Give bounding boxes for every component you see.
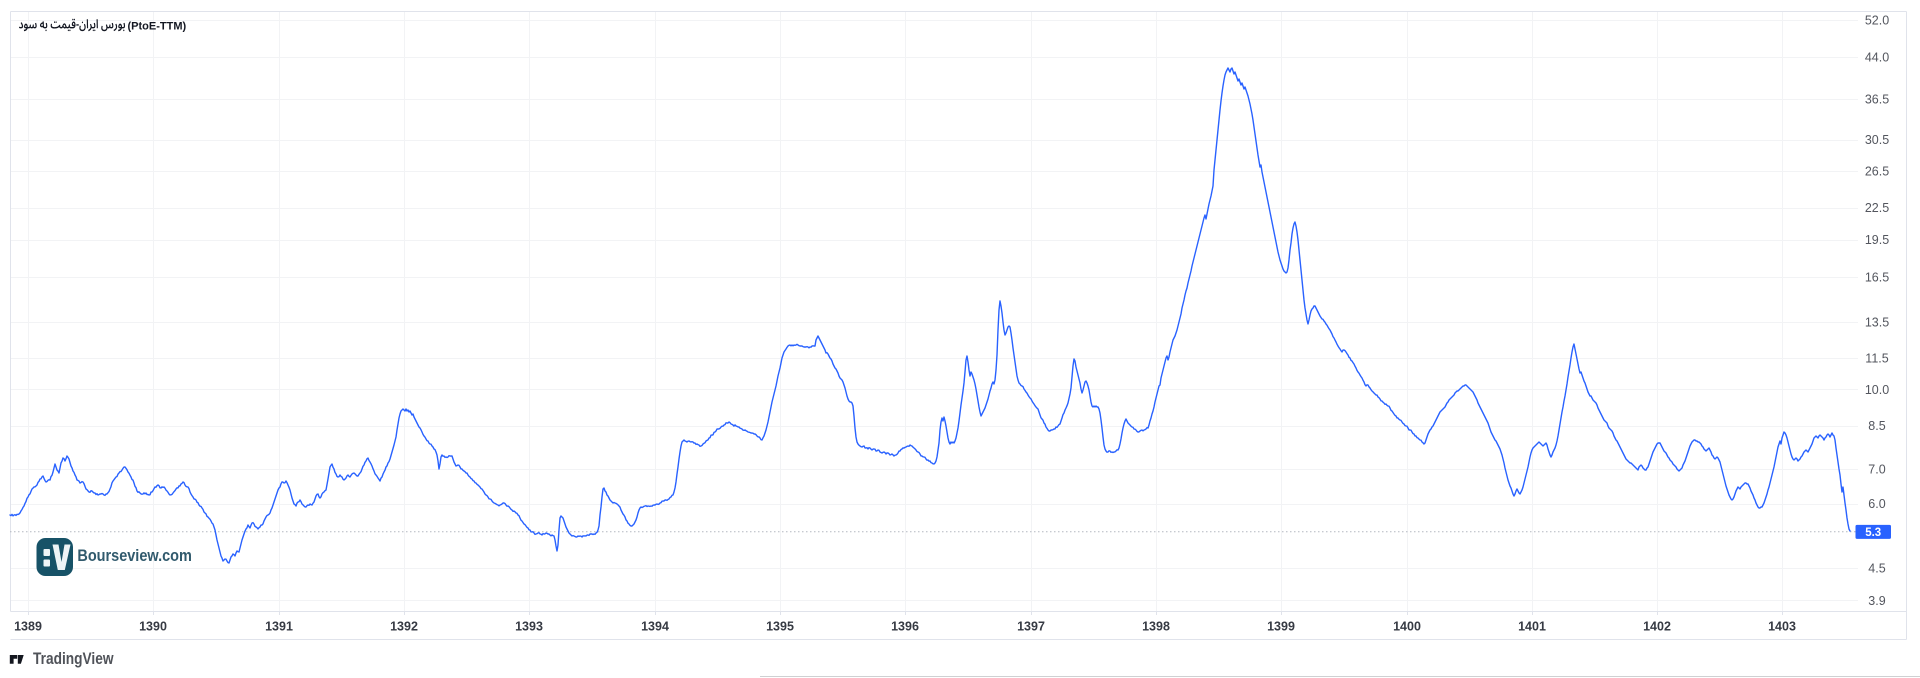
svg-text:1403: 1403 bbox=[1768, 620, 1796, 634]
svg-text:(PtoE-TTM): (PtoE-TTM) bbox=[128, 20, 187, 32]
svg-text:3.9: 3.9 bbox=[1868, 594, 1885, 608]
svg-text:8.5: 8.5 bbox=[1868, 419, 1885, 433]
svg-text:1396: 1396 bbox=[891, 620, 919, 634]
svg-text:1391: 1391 bbox=[265, 620, 293, 634]
svg-text:Bourseview.com: Bourseview.com bbox=[77, 546, 191, 565]
svg-text:26.5: 26.5 bbox=[1865, 164, 1889, 178]
svg-text:52.0: 52.0 bbox=[1865, 13, 1889, 27]
svg-text:10.0: 10.0 bbox=[1865, 383, 1889, 397]
svg-text:1392: 1392 bbox=[390, 620, 418, 634]
svg-text:1397: 1397 bbox=[1017, 620, 1045, 634]
svg-text:44.0: 44.0 bbox=[1865, 51, 1889, 65]
svg-text:1393: 1393 bbox=[515, 620, 543, 634]
svg-text:11.5: 11.5 bbox=[1865, 351, 1888, 365]
svg-text:22.5: 22.5 bbox=[1865, 201, 1889, 215]
svg-text:6.0: 6.0 bbox=[1868, 497, 1885, 511]
svg-text:16.5: 16.5 bbox=[1865, 271, 1889, 285]
svg-text:1395: 1395 bbox=[766, 620, 794, 634]
svg-text:7.0: 7.0 bbox=[1868, 463, 1885, 477]
svg-text:4.5: 4.5 bbox=[1868, 562, 1885, 576]
svg-text:1399: 1399 bbox=[1267, 620, 1295, 634]
svg-text:1401: 1401 bbox=[1518, 620, 1546, 634]
svg-text:30.5: 30.5 bbox=[1865, 133, 1889, 147]
svg-text:1398: 1398 bbox=[1142, 620, 1170, 634]
svg-text:1402: 1402 bbox=[1643, 620, 1671, 634]
svg-text:5.3: 5.3 bbox=[1865, 527, 1881, 539]
svg-text:36.5: 36.5 bbox=[1865, 93, 1889, 107]
svg-text:1389: 1389 bbox=[14, 620, 42, 634]
svg-text:TradingView: TradingView bbox=[33, 649, 114, 668]
svg-text:19.5: 19.5 bbox=[1865, 233, 1889, 247]
svg-text:13.5: 13.5 bbox=[1865, 316, 1889, 330]
svg-text:1400: 1400 bbox=[1393, 620, 1421, 634]
svg-text:1390: 1390 bbox=[139, 620, 167, 634]
svg-text:1394: 1394 bbox=[641, 620, 669, 634]
